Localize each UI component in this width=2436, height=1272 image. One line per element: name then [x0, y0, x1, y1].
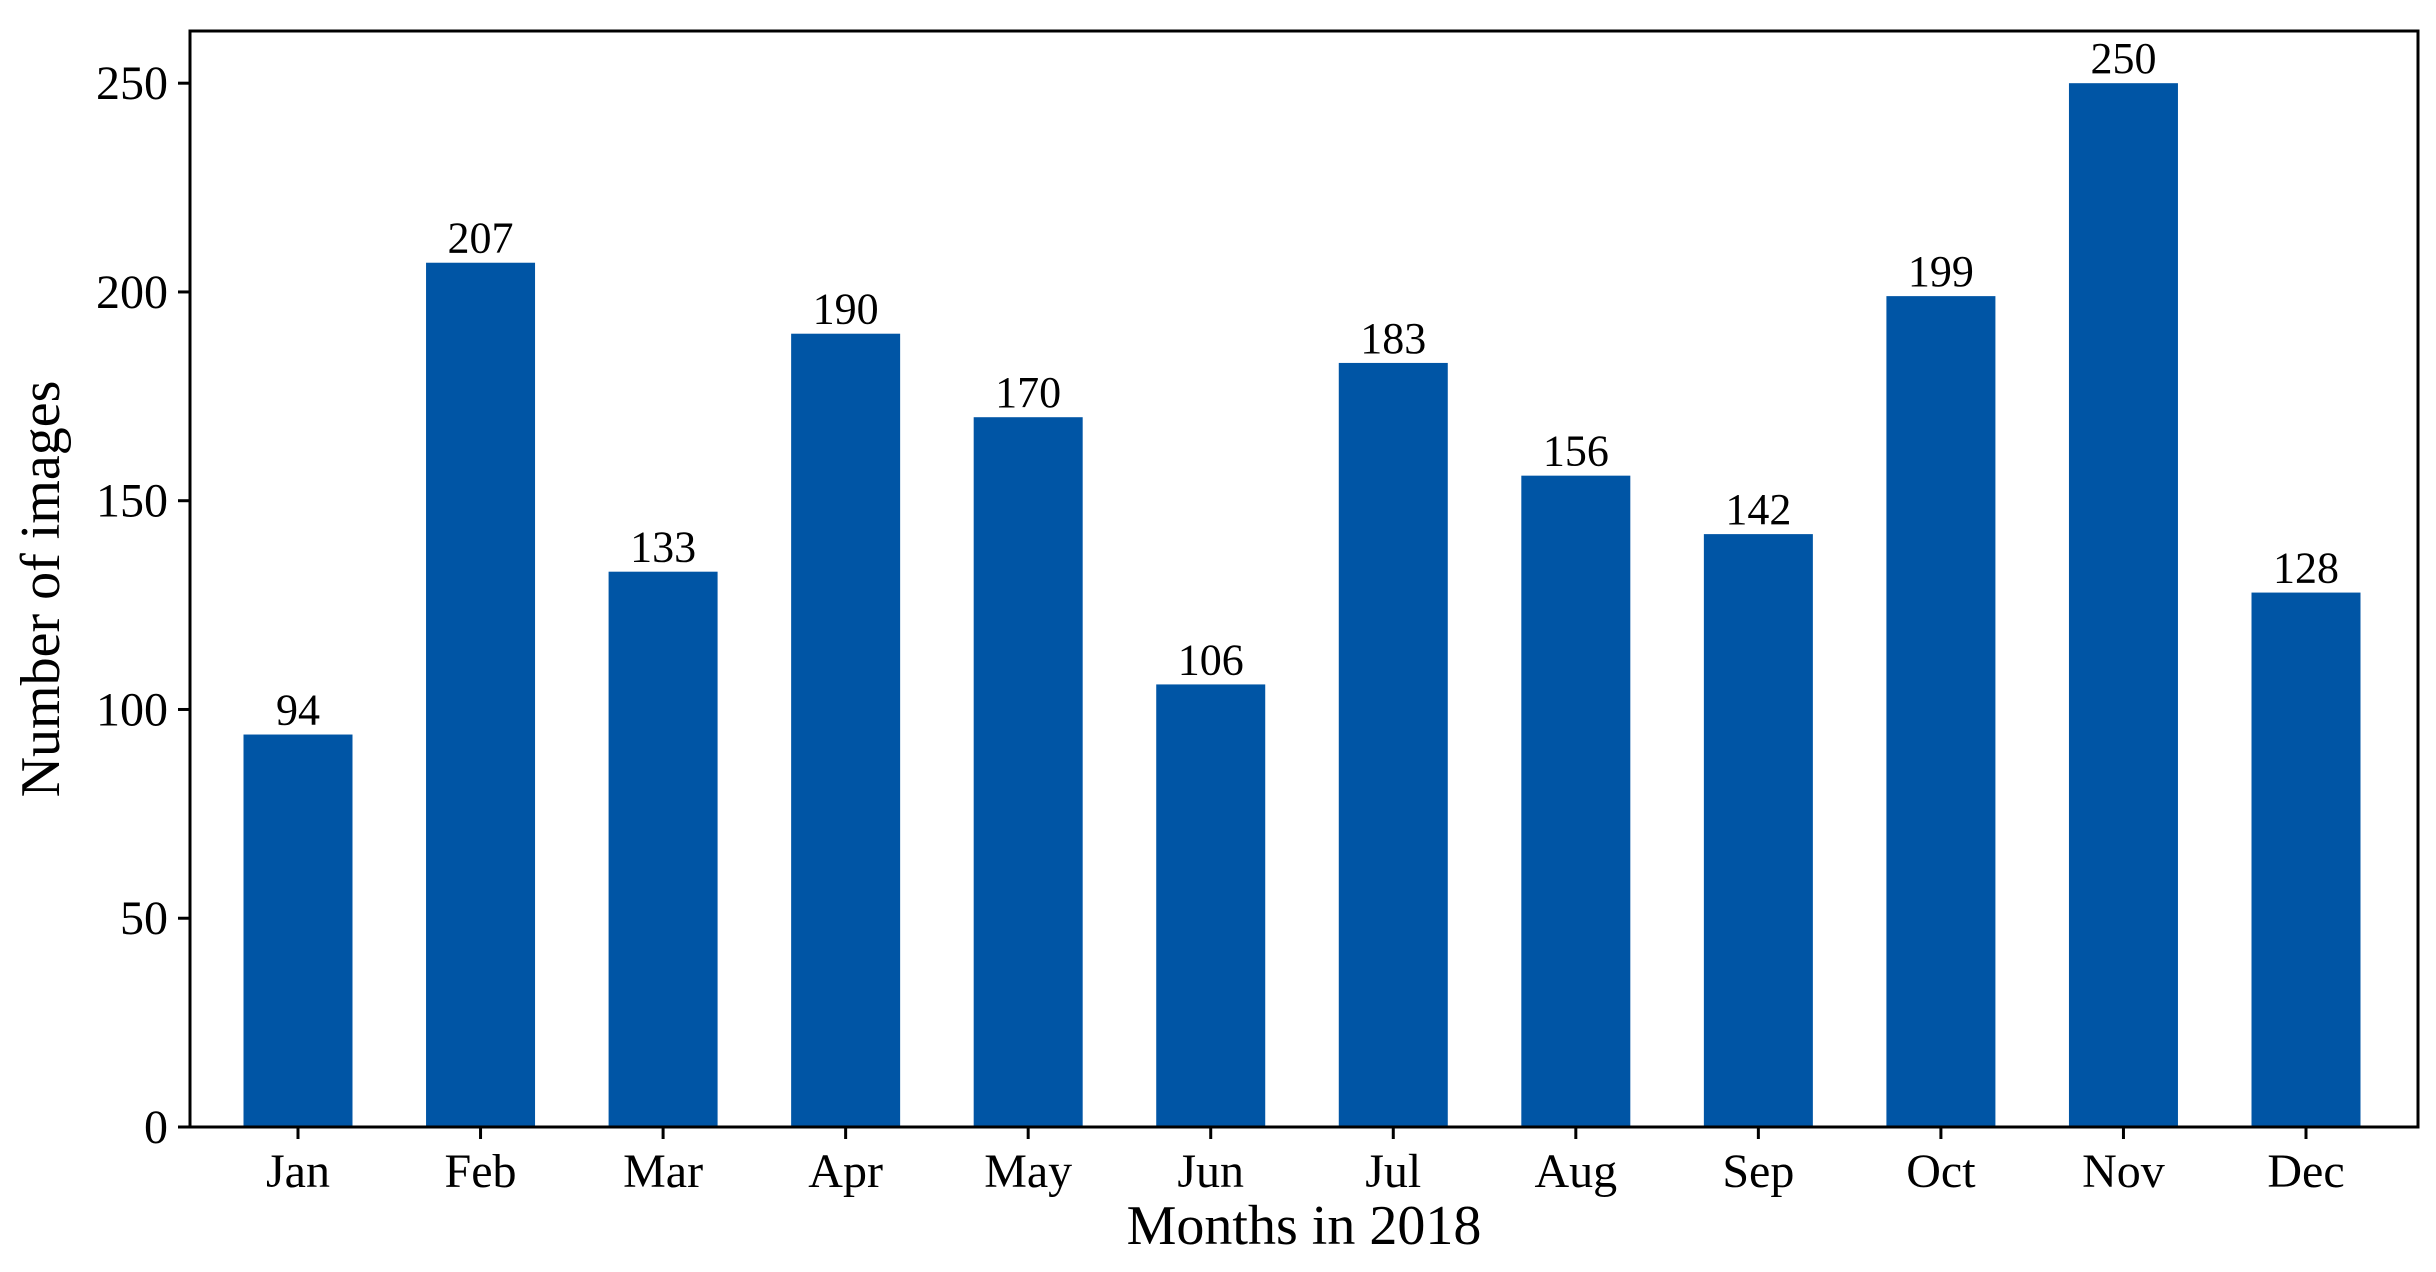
y-tick-label-250: 250: [96, 57, 168, 110]
data-label-may: 170: [995, 368, 1061, 417]
data-label-feb: 207: [448, 214, 514, 263]
bar-apr: [791, 333, 901, 1127]
x-tick-label-nov: Nov: [2082, 1145, 2165, 1198]
bar-may: [973, 417, 1083, 1127]
x-tick-label-dec: Dec: [2267, 1145, 2344, 1198]
data-label-apr: 190: [813, 285, 879, 334]
data-label-mar: 133: [630, 523, 696, 572]
x-tick-label-feb: Feb: [445, 1145, 517, 1198]
bar-aug: [1521, 475, 1631, 1128]
bar-sep: [1703, 534, 1813, 1127]
plot-frame: [188, 29, 2420, 1129]
y-tick-label-50: 50: [120, 892, 168, 945]
data-label-oct: 199: [1908, 247, 1974, 296]
x-axis: Jan Feb Mar Apr May Jun Jul Aug Sep Oct Nov Dec: [266, 1127, 2345, 1198]
data-label-nov: 250: [2090, 34, 2156, 83]
y-axis-title: Number of images: [10, 381, 72, 798]
y-tick-label-150: 150: [96, 475, 168, 528]
x-tick-label-sep: Sep: [1722, 1145, 1794, 1198]
data-label-jun: 106: [1178, 635, 1244, 684]
bar-dec: [2251, 592, 2361, 1127]
bar-mar: [608, 571, 718, 1127]
x-tick-label-jun: Jun: [1177, 1145, 1244, 1198]
data-label-jul: 183: [1360, 314, 1426, 363]
bar-jan: [243, 734, 353, 1127]
bars-group: [243, 83, 2361, 1128]
bar-jun: [1156, 684, 1266, 1127]
data-label-jan: 94: [276, 686, 320, 735]
y-tick-label-100: 100: [96, 683, 168, 736]
x-tick-label-jul: Jul: [1365, 1145, 1421, 1198]
data-label-aug: 156: [1543, 427, 1609, 476]
x-tick-label-apr: Apr: [808, 1145, 883, 1198]
bar-oct: [1886, 296, 1996, 1127]
bar-jul: [1338, 362, 1448, 1128]
data-label-sep: 142: [1725, 485, 1791, 534]
bar-nov: [2068, 83, 2178, 1128]
bar-feb: [426, 262, 536, 1127]
y-tick-label-200: 200: [96, 266, 168, 319]
x-axis-title: Months in 2018: [1127, 1195, 1482, 1257]
data-labels-group: 94 207 133 190 170 106 183 156 142 199 250 128: [276, 34, 2339, 734]
x-tick-label-mar: Mar: [623, 1145, 703, 1198]
x-tick-label-aug: Aug: [1534, 1145, 1617, 1198]
y-tick-label-0: 0: [144, 1101, 168, 1154]
data-label-dec: 128: [2273, 544, 2339, 593]
x-tick-label-jan: Jan: [266, 1145, 330, 1198]
y-axis: 0 50 100 150 200 250: [96, 57, 190, 1154]
x-tick-label-may: May: [984, 1145, 1072, 1198]
x-tick-label-oct: Oct: [1906, 1145, 1976, 1198]
